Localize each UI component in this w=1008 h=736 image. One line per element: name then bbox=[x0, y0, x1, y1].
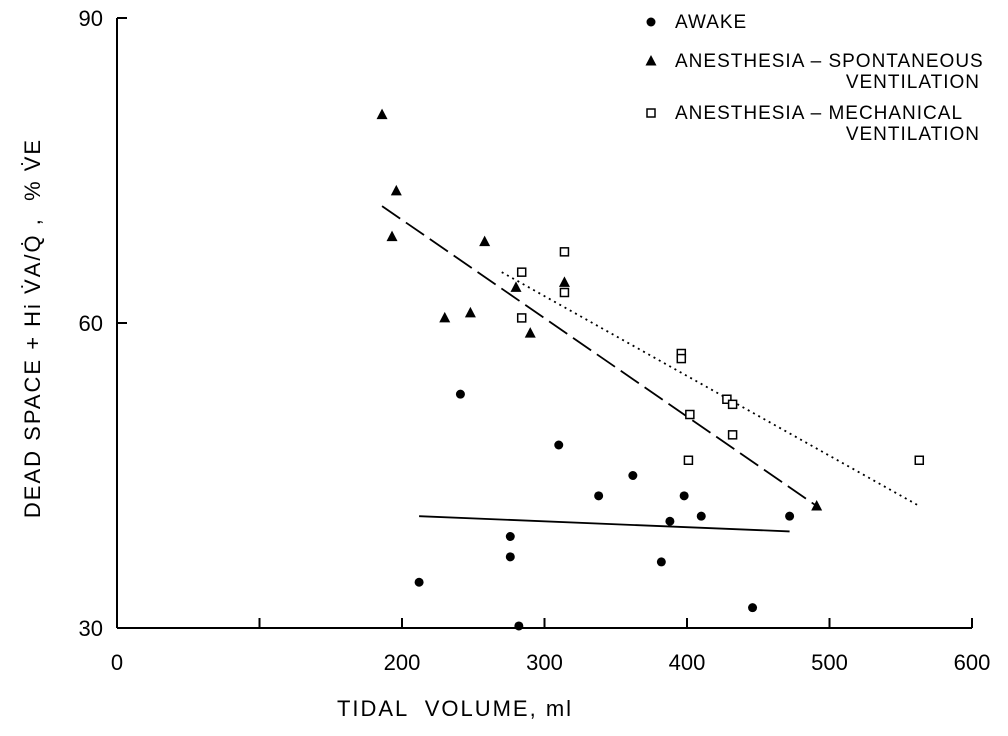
data-point-filled-triangle bbox=[386, 230, 398, 242]
data-point-filled-triangle bbox=[811, 500, 823, 511]
legend-label: ANESTHESIA – MECHANICAL bbox=[675, 103, 963, 124]
data-point-filled-circle bbox=[505, 532, 515, 541]
y-tick-label: 60 bbox=[79, 311, 103, 336]
data-point-filled-triangle bbox=[558, 276, 570, 287]
y-tick-label: 30 bbox=[79, 616, 103, 641]
x-tick-label: 200 bbox=[384, 650, 421, 675]
data-point-open-square bbox=[676, 353, 687, 364]
data-point-filled-circle bbox=[628, 471, 638, 480]
legend-label: AWAKE bbox=[675, 12, 747, 33]
x-axis-title: TIDAL VOLUME, ml bbox=[337, 696, 573, 721]
data-point-filled-triangle bbox=[390, 184, 402, 196]
data-point-filled-circle bbox=[594, 491, 604, 501]
data-point-open-square bbox=[914, 455, 925, 465]
legend-marker-filled-circle bbox=[646, 17, 656, 27]
x-tick-label: 400 bbox=[669, 650, 706, 675]
tick-labels: 0 200 300 400 500 600 30 60 90 bbox=[79, 6, 991, 675]
data-point-filled-circle bbox=[748, 603, 758, 613]
data-point-filled-circle bbox=[679, 491, 689, 501]
data-point-open-square bbox=[722, 394, 732, 404]
data-point-filled-circle bbox=[785, 511, 795, 521]
y-axis-title: DEAD SPACE + Hi V̇A/Q̇ , % V̇E bbox=[20, 138, 45, 518]
data-point-filled-circle bbox=[554, 440, 564, 450]
trend-line-solid bbox=[419, 515, 790, 533]
x-tick-label: 600 bbox=[954, 650, 991, 675]
data-point-open-square bbox=[683, 455, 694, 465]
x-tick-label: 300 bbox=[526, 650, 563, 675]
trend-line-dotted bbox=[501, 271, 920, 507]
data-point-open-square bbox=[559, 287, 570, 298]
data-point-filled-circle bbox=[505, 552, 515, 562]
data-point-open-square bbox=[516, 267, 527, 277]
trend-lines bbox=[381, 205, 920, 533]
legend-label: ANESTHESIA – SPONTANEOUS bbox=[675, 51, 984, 72]
legend-label: VENTILATION bbox=[846, 124, 980, 145]
data-point-filled-triangle bbox=[439, 311, 451, 323]
data-point-filled-triangle bbox=[464, 306, 476, 318]
data-point-filled-circle bbox=[455, 389, 465, 399]
data-point-filled-triangle bbox=[479, 235, 491, 247]
data-point-open-square bbox=[516, 313, 527, 323]
data-points bbox=[376, 108, 925, 631]
data-point-filled-circle bbox=[696, 511, 706, 521]
legend-marker-open-square bbox=[646, 108, 656, 118]
x-tick-label: 0 bbox=[111, 650, 123, 675]
data-point-open-square bbox=[685, 409, 695, 420]
data-point-open-square bbox=[727, 430, 738, 440]
legend-marker-filled-triangle bbox=[645, 55, 657, 66]
data-point-filled-triangle bbox=[510, 281, 522, 292]
data-point-filled-circle bbox=[414, 577, 424, 587]
data-point-filled-triangle bbox=[524, 327, 536, 338]
data-point-filled-circle bbox=[514, 621, 524, 631]
x-tick-label: 500 bbox=[811, 650, 848, 675]
data-point-open-square bbox=[559, 247, 570, 257]
data-point-open-square bbox=[727, 399, 738, 410]
chart-axes bbox=[116, 17, 973, 629]
data-point-filled-circle bbox=[665, 516, 675, 526]
data-point-filled-circle bbox=[656, 557, 666, 567]
legend-label: VENTILATION bbox=[846, 72, 980, 93]
trend-line-dashed bbox=[381, 205, 818, 507]
y-tick-label: 90 bbox=[79, 6, 103, 31]
data-point-filled-triangle bbox=[376, 108, 388, 120]
